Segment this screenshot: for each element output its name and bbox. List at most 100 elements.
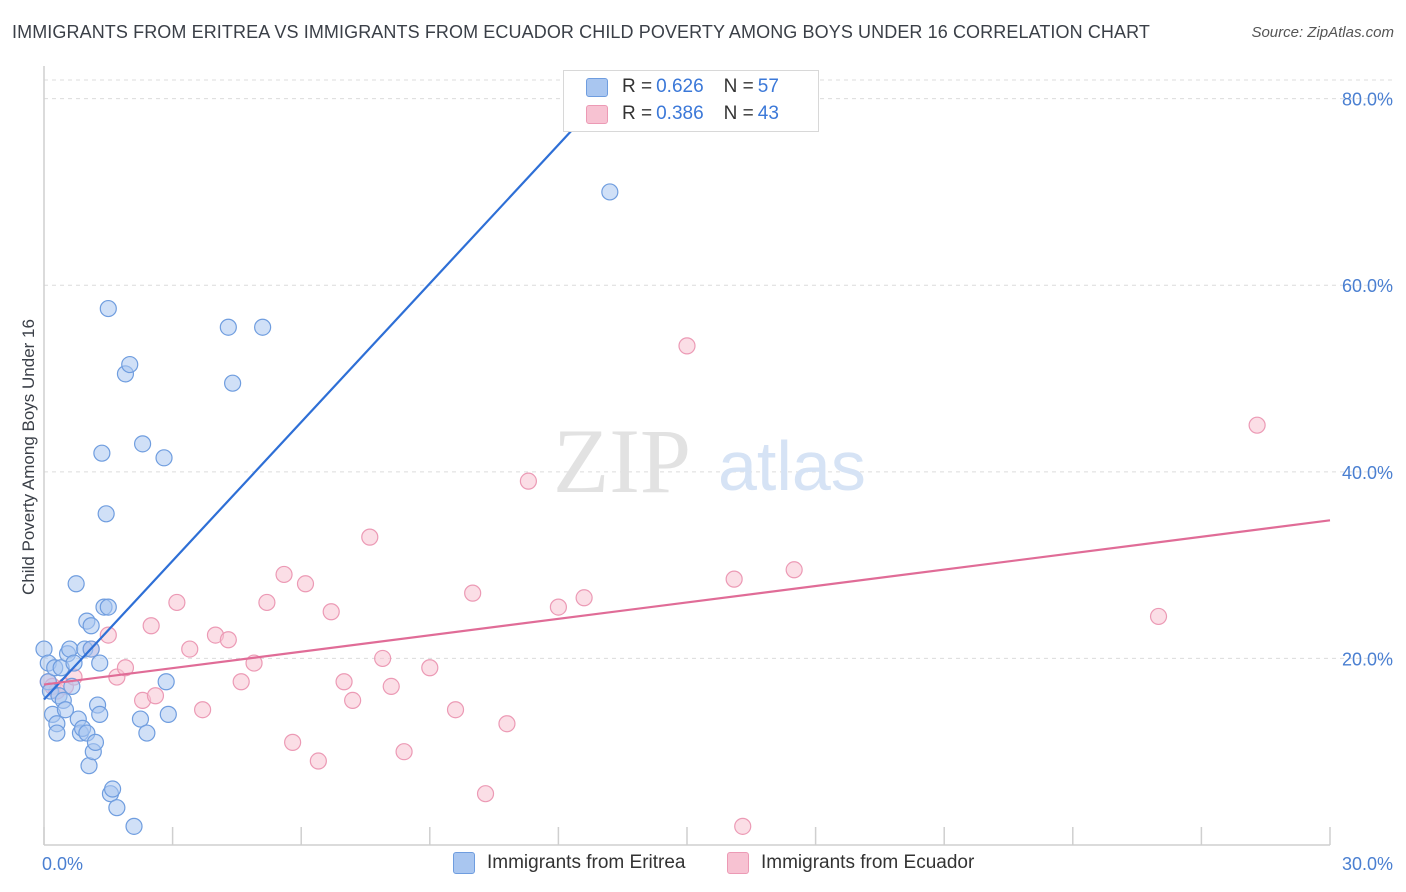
x-tick-label: 30.0% — [1342, 854, 1393, 874]
watermark-zip: ZIP — [553, 410, 691, 512]
ecuador-point — [344, 691, 362, 709]
ecuador-point — [678, 337, 696, 355]
eritrea-point — [65, 654, 83, 672]
eritrea-point — [224, 374, 242, 392]
eritrea-points — [35, 183, 619, 835]
ecuador-point — [725, 570, 743, 588]
ecuador-point — [322, 603, 340, 621]
ecuador-point — [335, 673, 353, 691]
legend-n-value: 57 — [757, 76, 779, 97]
ecuador-point — [116, 659, 135, 677]
eritrea-point — [56, 701, 75, 719]
ecuador-point — [146, 687, 165, 705]
legend-r-label: R = — [622, 103, 653, 124]
ecuador-point — [258, 593, 276, 612]
ecuador-point — [575, 589, 593, 607]
ecuador-point — [734, 817, 752, 835]
ecuador-point — [446, 701, 465, 719]
axes — [43, 66, 1331, 846]
ecuador-point — [519, 472, 537, 490]
x-tick-label: 0.0% — [42, 854, 83, 874]
ecuador-point — [549, 598, 568, 616]
eritrea-point — [93, 444, 111, 462]
series-legend: Immigrants from Eritrea Immigrants from … — [0, 852, 1406, 878]
x-tick-labels: 0.0% 30.0% — [42, 854, 1393, 874]
ecuador-legend-swatch — [727, 852, 749, 874]
ecuador-point — [309, 752, 327, 770]
ecuador-point — [99, 626, 117, 644]
legend-n-label: N = — [723, 103, 754, 124]
eritrea-point — [108, 799, 126, 817]
y-tick-labels: 20.0% 40.0% 60.0% 80.0% — [1342, 90, 1393, 670]
y-tick-label: 80.0% — [1342, 90, 1393, 110]
eritrea-point — [133, 435, 152, 453]
eritrea-point — [601, 183, 619, 201]
ecuador-point — [284, 733, 302, 751]
y-tick-label: 60.0% — [1342, 276, 1393, 296]
legend-label-eritrea: Immigrants from Eritrea — [487, 852, 686, 873]
ecuador-trend-line — [43, 519, 1331, 686]
ecuador-point — [219, 631, 237, 649]
grid-lines — [44, 79, 1392, 659]
legend-n-label: N = — [723, 76, 754, 97]
ecuador-point — [181, 640, 199, 658]
eritrea-swatch — [586, 77, 608, 97]
eritrea-point — [138, 724, 156, 742]
legend-item-eritrea: Immigrants from Eritrea — [453, 852, 685, 874]
eritrea-point — [99, 299, 117, 318]
trend-lines — [43, 88, 1331, 701]
eritrea-point — [103, 780, 122, 798]
ecuador-point — [194, 701, 212, 719]
ecuador-point — [395, 743, 413, 761]
eritrea-point — [91, 654, 109, 672]
eritrea-trend-line — [43, 88, 611, 701]
ecuador-point — [296, 575, 315, 593]
legend-item-ecuador: Immigrants from Ecuador — [727, 852, 974, 874]
ecuador-point — [785, 561, 803, 579]
eritrea-point — [254, 318, 272, 336]
ecuador-point — [1248, 416, 1266, 434]
eritrea-point — [99, 598, 117, 616]
eritrea-point — [131, 710, 150, 728]
ecuador-point — [464, 584, 482, 602]
eritrea-legend-swatch — [453, 852, 475, 874]
source-credit: Source: ZipAtlas.com — [1251, 24, 1394, 41]
eritrea-point — [155, 449, 173, 467]
legend-r-label: R = — [622, 76, 653, 97]
eritrea-point — [121, 355, 139, 374]
legend-r-value: 0.386 — [656, 103, 704, 124]
eritrea-point — [157, 673, 175, 691]
chart-title: IMMIGRANTS FROM ERITREA VS IMMIGRANTS FR… — [12, 22, 1151, 42]
legend-row-ecuador: R = 0.386 N = 43 — [586, 103, 779, 125]
legend-r-value: 0.626 — [656, 76, 704, 97]
watermark-atlas: atlas — [718, 427, 866, 505]
ecuador-point — [476, 785, 495, 803]
legend-row-eritrea: R = 0.626 N = 57 — [586, 76, 779, 98]
ecuador-point — [361, 528, 379, 546]
ecuador-point — [168, 593, 186, 612]
ecuador-swatch — [586, 104, 608, 124]
eritrea-point — [97, 505, 115, 523]
ecuador-point — [374, 649, 392, 668]
y-tick-label: 20.0% — [1342, 649, 1393, 669]
eritrea-point — [219, 318, 237, 336]
ecuador-point — [232, 673, 250, 691]
y-tick-label: 40.0% — [1342, 463, 1393, 483]
ecuador-point — [498, 715, 516, 733]
legend-n-value: 43 — [757, 103, 779, 124]
ecuador-point — [421, 659, 439, 677]
ecuador-point — [142, 617, 160, 635]
y-axis-label: Child Poverty Among Boys Under 16 — [19, 319, 38, 595]
eritrea-point — [67, 575, 85, 593]
ecuador-point — [1149, 607, 1168, 626]
legend-label-ecuador: Immigrants from Ecuador — [761, 852, 975, 873]
eritrea-point — [86, 733, 105, 751]
correlation-legend: R = 0.626 N = 57 R = 0.386 N = 43 — [563, 70, 819, 132]
eritrea-point — [125, 817, 143, 835]
eritrea-point — [91, 705, 109, 723]
eritrea-point — [48, 724, 66, 742]
eritrea-point — [82, 617, 100, 635]
ecuador-point — [382, 677, 400, 696]
eritrea-point — [159, 705, 177, 723]
